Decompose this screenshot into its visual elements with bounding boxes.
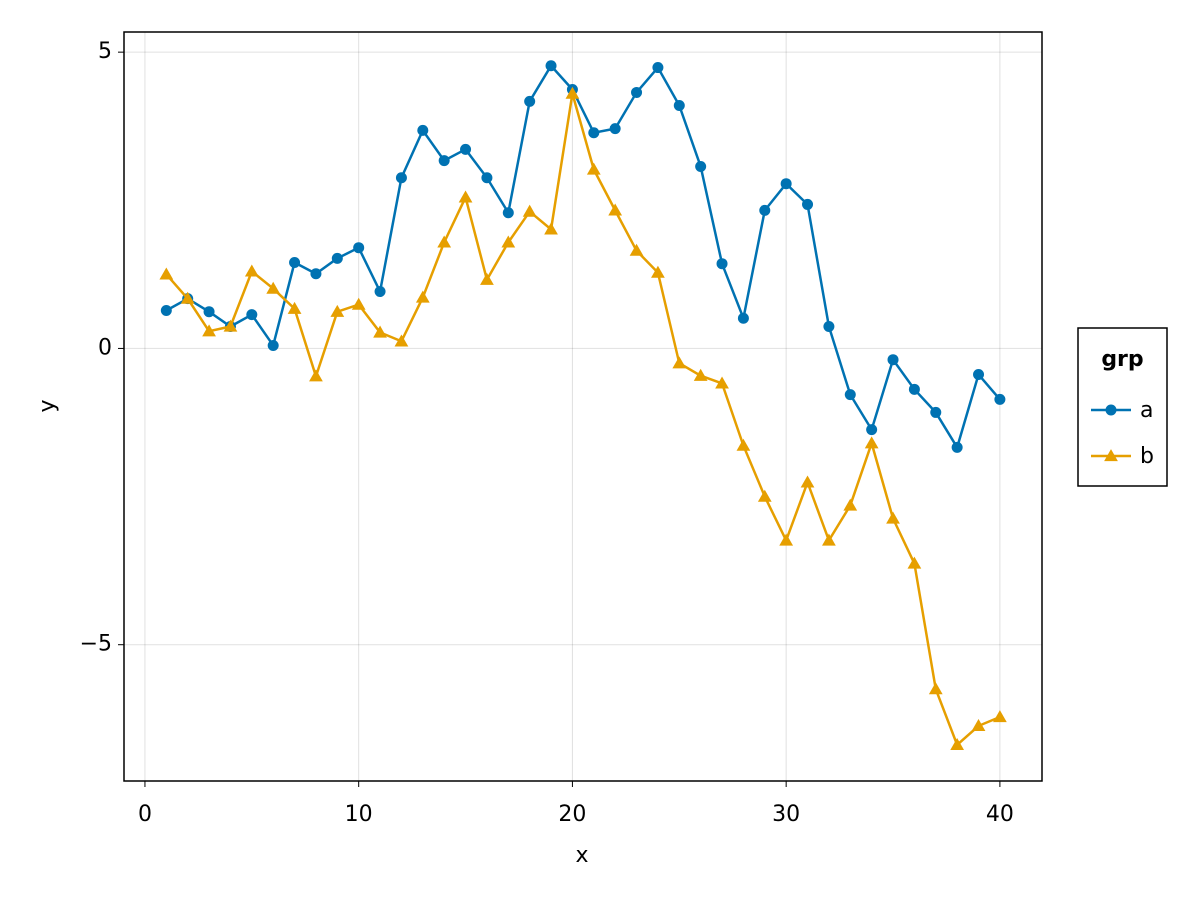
marker <box>693 368 708 381</box>
marker <box>287 301 302 314</box>
marker <box>545 60 557 72</box>
marker <box>759 204 771 216</box>
legend-marker <box>1105 404 1117 416</box>
marker <box>309 369 323 382</box>
marker <box>779 533 794 546</box>
x-tick-label: 20 <box>558 802 586 827</box>
marker <box>289 257 301 269</box>
marker <box>757 489 772 502</box>
marker <box>244 264 259 277</box>
marker <box>524 95 536 107</box>
marker <box>438 155 450 167</box>
marker <box>652 62 664 74</box>
series-line <box>165 93 1001 747</box>
marker <box>417 124 429 136</box>
marker <box>930 406 942 418</box>
y-axis-label: y <box>35 399 60 412</box>
marker <box>973 369 985 381</box>
legend-label: b <box>1140 444 1154 469</box>
series-line <box>165 63 1001 451</box>
marker <box>651 265 665 278</box>
y-tick-label: 0 <box>98 335 112 360</box>
marker <box>715 376 729 389</box>
marker <box>310 268 322 280</box>
marker <box>802 198 814 210</box>
x-tick-label: 0 <box>138 802 152 827</box>
marker <box>736 438 751 451</box>
marker <box>737 312 749 324</box>
marker <box>202 324 216 337</box>
x-axis-label: x <box>575 843 588 868</box>
marker <box>588 127 600 139</box>
marker <box>629 243 644 256</box>
marker <box>160 305 172 317</box>
x-tick-label: 10 <box>345 802 373 827</box>
marker <box>330 304 345 317</box>
marker <box>460 143 472 155</box>
marker <box>866 424 878 436</box>
marker <box>480 272 494 285</box>
marker <box>631 86 643 98</box>
marker <box>864 436 879 449</box>
marker <box>887 354 899 366</box>
marker <box>458 190 473 203</box>
marker <box>928 682 943 695</box>
marker <box>203 306 215 318</box>
marker <box>695 161 707 173</box>
marker <box>267 339 279 351</box>
marker <box>522 204 537 217</box>
marker <box>994 393 1006 405</box>
marker <box>951 441 963 453</box>
marker <box>351 297 366 310</box>
marker <box>672 356 687 369</box>
y-tick-label: 5 <box>98 39 112 64</box>
marker <box>415 290 430 303</box>
marker <box>609 123 621 135</box>
marker <box>716 258 728 270</box>
y-tick-label: −5 <box>80 632 112 657</box>
marker <box>907 556 922 569</box>
marker <box>501 235 516 248</box>
marker <box>266 281 281 294</box>
marker <box>394 334 409 347</box>
marker <box>437 235 452 248</box>
marker <box>565 86 580 99</box>
marker <box>908 383 920 395</box>
x-tick-label: 30 <box>772 802 800 827</box>
marker <box>950 737 965 751</box>
legend-title: grp <box>1101 347 1143 372</box>
marker <box>822 533 836 546</box>
legend-label: a <box>1140 398 1153 423</box>
plot-frame <box>123 31 1043 782</box>
marker <box>608 203 623 216</box>
marker <box>481 172 493 184</box>
legend-marker <box>1104 449 1118 462</box>
marker <box>844 389 856 401</box>
marker <box>971 719 986 732</box>
marker <box>886 511 900 524</box>
marker <box>374 286 386 298</box>
marker <box>502 207 514 219</box>
marker <box>395 172 407 184</box>
marker <box>159 267 174 280</box>
marker <box>780 178 792 190</box>
marker <box>246 309 258 321</box>
x-tick-label: 40 <box>986 802 1014 827</box>
legend-frame <box>1077 327 1168 487</box>
marker <box>800 475 815 488</box>
marker <box>586 162 601 175</box>
marker <box>823 321 835 333</box>
marker <box>993 710 1007 723</box>
marker <box>223 319 238 332</box>
marker <box>373 325 387 338</box>
marker <box>353 242 365 254</box>
marker <box>673 99 685 111</box>
marker <box>331 252 343 264</box>
marker <box>544 222 558 235</box>
marker <box>843 498 858 511</box>
marker <box>180 291 195 304</box>
